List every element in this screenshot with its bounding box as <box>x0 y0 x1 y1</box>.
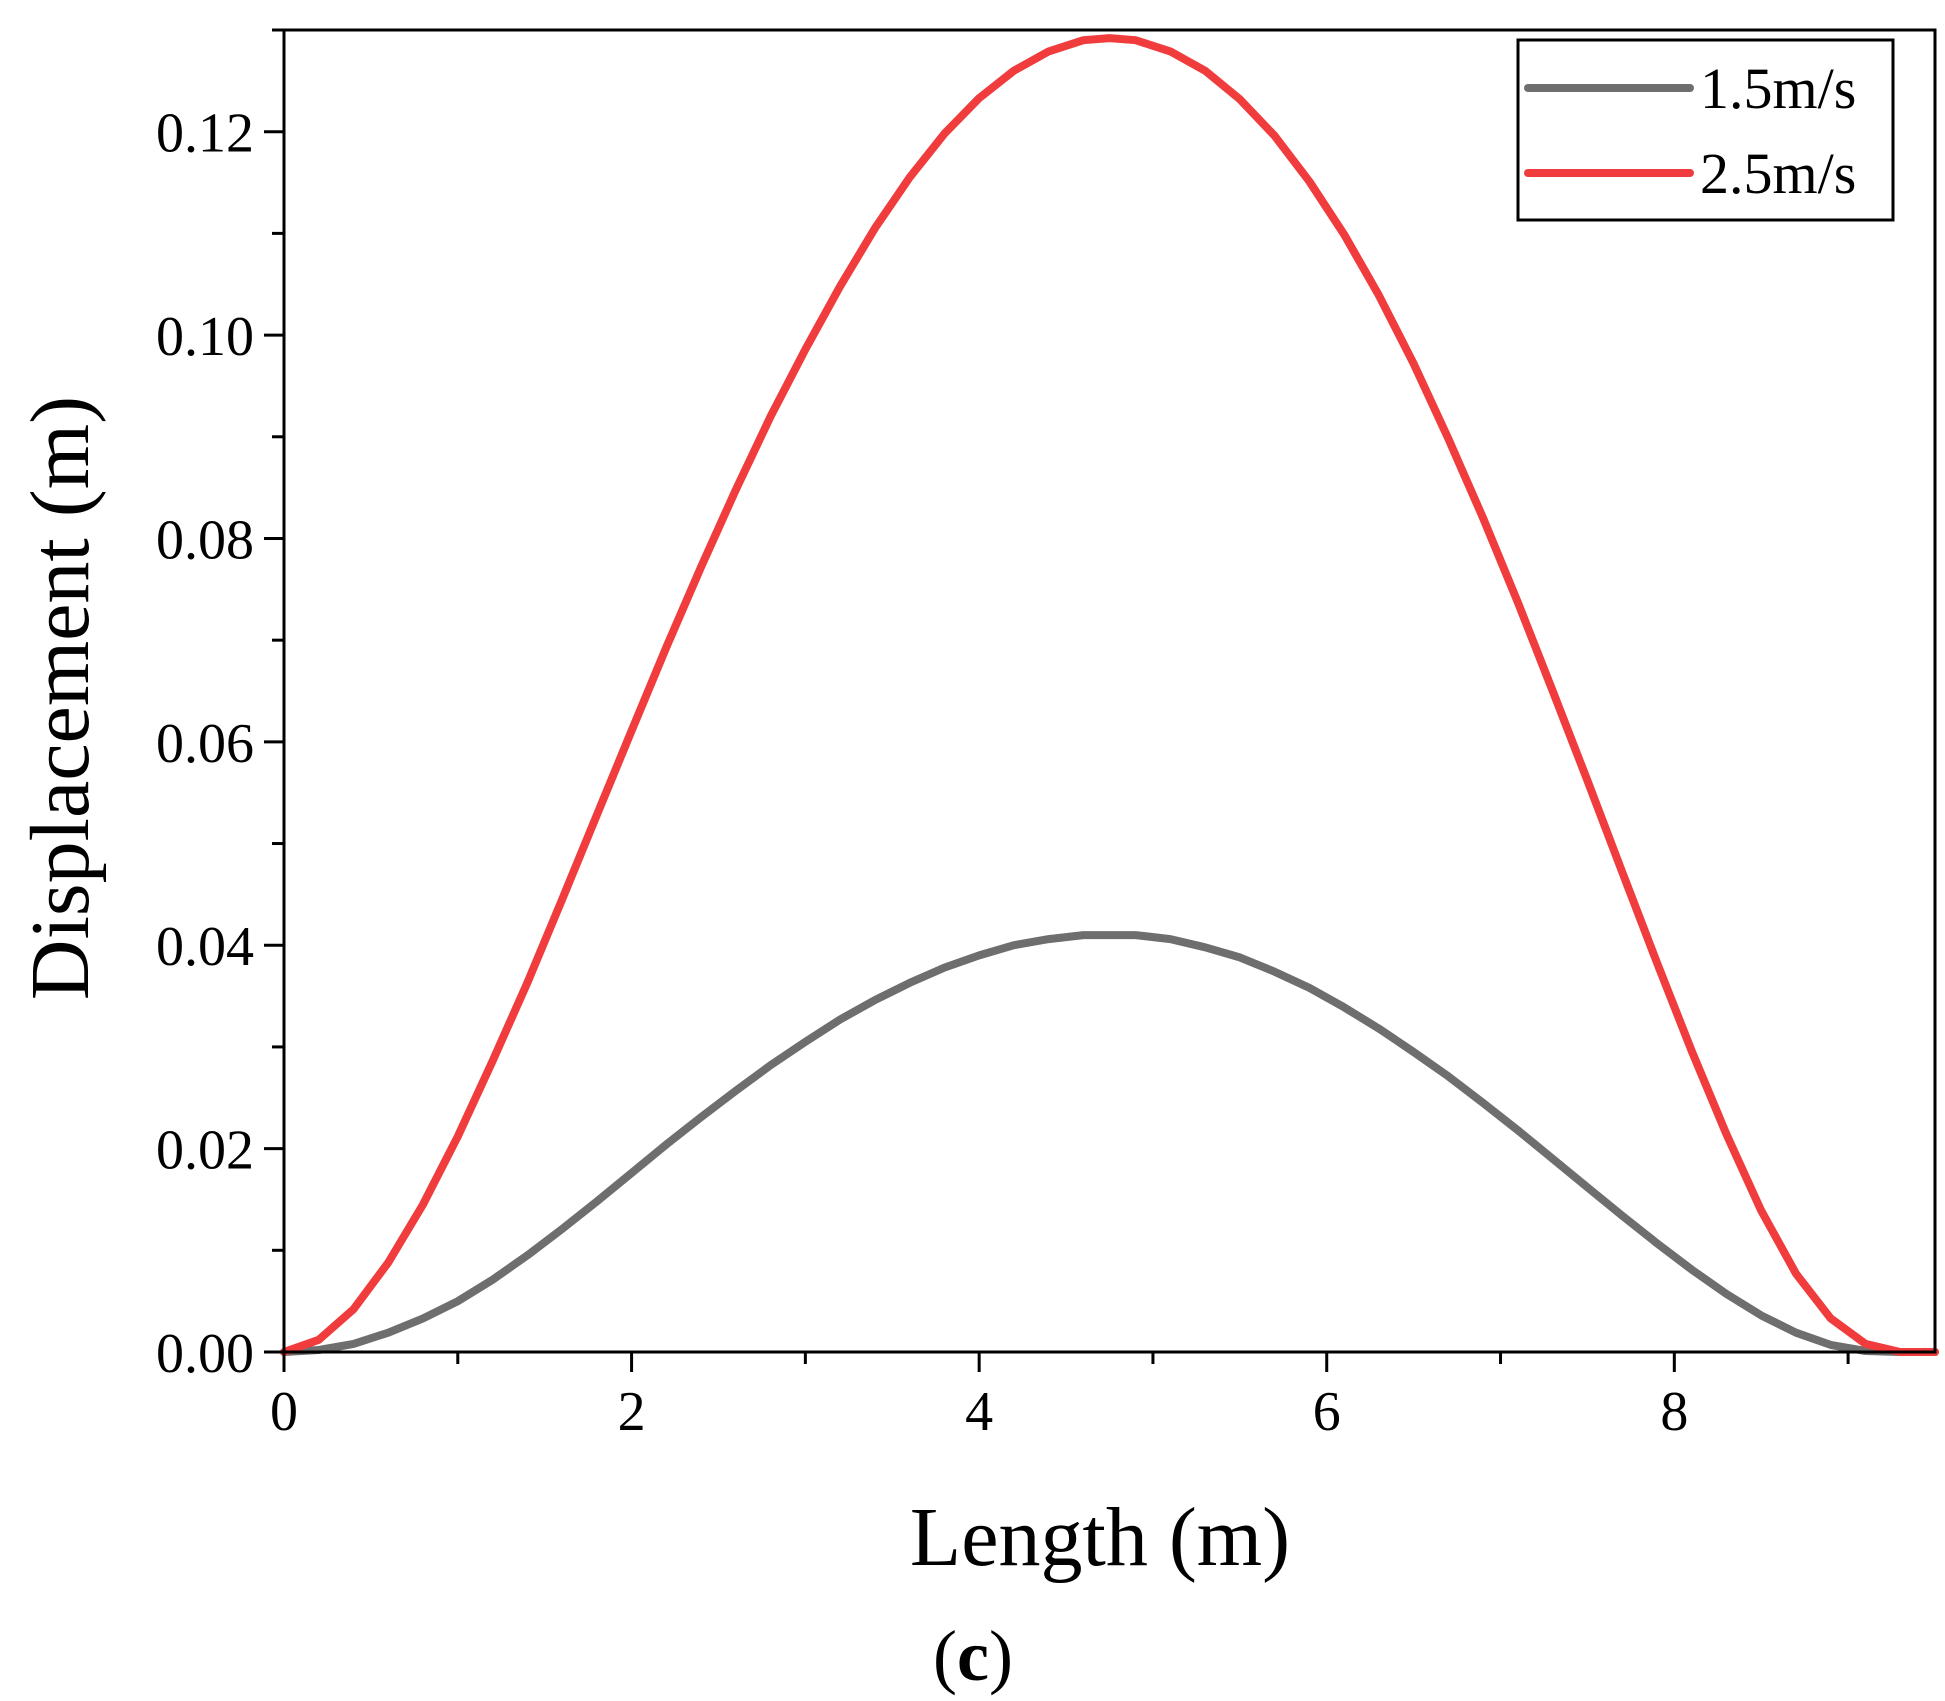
panel-label-close: ) <box>989 1616 1013 1696</box>
x-tick-label: 0 <box>270 1381 298 1443</box>
series-line-2 <box>280 34 1939 1356</box>
y-tick-label: 0.10 <box>156 306 254 368</box>
panel-label: (c) <box>933 1616 1013 1696</box>
x-tick-label: 4 <box>965 1381 993 1443</box>
legend-label-series-1: 1.5m/s <box>1700 56 1856 121</box>
panel-label-open: ( <box>933 1616 957 1696</box>
panel-label-letter: c <box>957 1616 989 1696</box>
y-tick-label: 0.12 <box>156 103 254 165</box>
x-axis-title: Length (m) <box>910 1491 1290 1584</box>
x-tick-label: 2 <box>618 1381 646 1443</box>
y-tick-label: 0.02 <box>156 1120 254 1182</box>
x-tick-label: 8 <box>1660 1381 1688 1443</box>
plot-lines <box>280 34 1939 1356</box>
legend-label-series-2: 2.5m/s <box>1700 141 1856 206</box>
legend-box <box>1516 38 1895 222</box>
y-tick-label: 0.00 <box>156 1323 254 1385</box>
x-axis-ticks: 0 2 4 6 8 <box>270 1352 1850 1443</box>
y-tick-label: 0.04 <box>156 916 254 978</box>
y-axis-title: Displacement (m) <box>14 396 107 1000</box>
plot-frame <box>282 28 1937 1354</box>
y-axis-ticks: 0.00 0.02 0.04 0.06 0.08 0.10 0.12 <box>156 28 284 1385</box>
y-tick-label: 0.06 <box>156 713 254 775</box>
x-tick-label: 6 <box>1313 1381 1341 1443</box>
y-tick-label: 0.08 <box>156 509 254 571</box>
legend: 1.5m/s 2.5m/s <box>1516 38 1895 222</box>
series-line-1 <box>280 931 1939 1356</box>
